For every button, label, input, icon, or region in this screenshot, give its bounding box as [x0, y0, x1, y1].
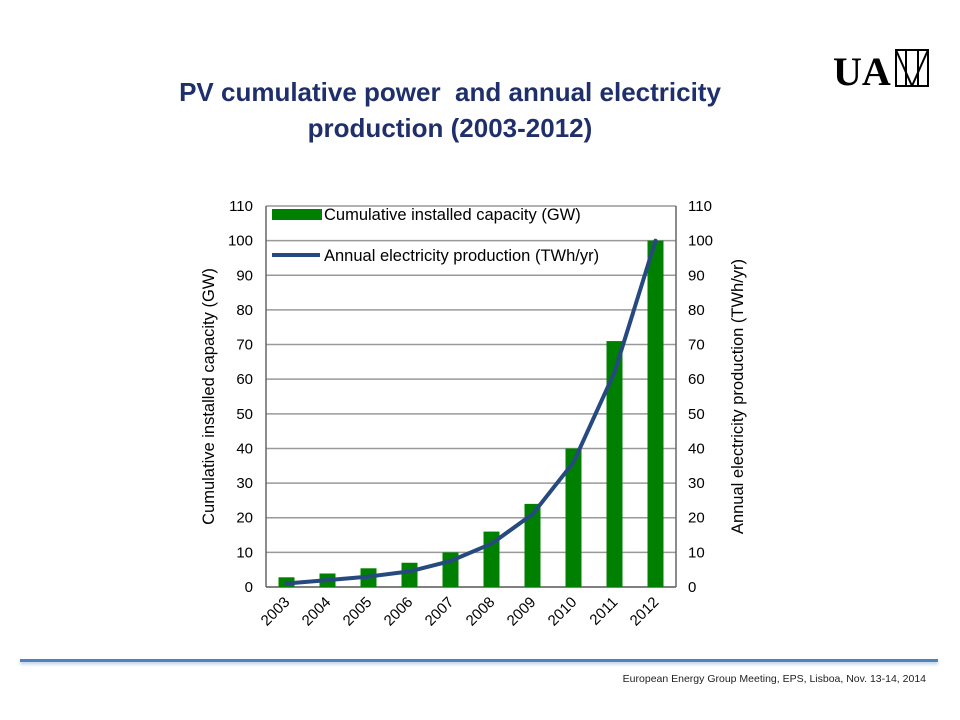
y-tick-label: 100	[228, 233, 253, 250]
bar	[401, 562, 418, 587]
x-tick-label: 2010	[545, 594, 581, 630]
x-tick-label: 2004	[299, 594, 335, 630]
y-tick-label: 0	[245, 579, 253, 596]
uam-logo-text: UA	[833, 49, 891, 91]
x-tick-label: 2009	[504, 594, 540, 630]
x-tick-label: 2008	[463, 594, 499, 630]
y-tick-label: 110	[229, 198, 253, 215]
y2-tick-label: 30	[688, 475, 705, 492]
slide-title-line-1: PV cumulative power and annual electrici…	[179, 77, 721, 107]
y2-tick-label: 10	[688, 544, 705, 561]
y2-tick-label: 90	[688, 267, 705, 284]
bar	[647, 240, 664, 588]
y-tick-label: 40	[236, 440, 253, 457]
y-tick-label: 30	[236, 475, 253, 492]
y-tick-label: 90	[236, 267, 253, 284]
slide-title-line-2: production (2003-2012)	[307, 113, 593, 143]
bar	[524, 503, 541, 587]
bar	[606, 341, 623, 587]
y-tick-label: 80	[236, 302, 253, 319]
y2-axis-title: Annual electricity production (TWh/yr)	[729, 259, 747, 534]
x-tick-label: 2006	[381, 594, 417, 630]
y2-tick-label: 60	[688, 371, 705, 388]
y2-tick-label: 110	[688, 198, 712, 215]
x-tick-label: 2003	[258, 594, 294, 630]
slide-title: PV cumulative power and annual electrici…	[60, 74, 840, 146]
series-line	[284, 238, 658, 586]
y-tick-label: 20	[236, 510, 253, 527]
y2-tick-label: 70	[688, 337, 705, 354]
y2-tick-label: 50	[688, 406, 705, 423]
y-axis-title: Cumulative installed capacity (GW)	[200, 268, 218, 525]
y2-tick-label: 0	[688, 579, 696, 596]
y-tick-label: 50	[236, 406, 253, 423]
legend-swatch-bar	[272, 209, 322, 220]
footer-text: European Energy Group Meeting, EPS, Lisb…	[622, 673, 926, 685]
y-tick-label: 60	[236, 371, 253, 388]
y-tick-label: 70	[236, 337, 253, 354]
x-tick-label: 2005	[340, 594, 376, 630]
x-tick-label: 2011	[586, 594, 621, 629]
y2-tick-label: 40	[688, 440, 705, 457]
footer-rule	[20, 659, 938, 662]
x-tick-label: 2007	[422, 594, 458, 630]
y2-tick-label: 100	[688, 233, 713, 250]
y-tick-label: 10	[236, 544, 253, 561]
x-tick-label: 2012	[627, 594, 663, 630]
y2-tick-label: 20	[688, 510, 705, 527]
uam-logo: UA	[833, 49, 929, 91]
bar	[565, 448, 582, 587]
legend-label-bar: Cumulative installed capacity (GW)	[324, 206, 581, 224]
y2-tick-label: 80	[688, 302, 705, 319]
legend-label-line: Annual electricity production (TWh/yr)	[324, 247, 599, 265]
